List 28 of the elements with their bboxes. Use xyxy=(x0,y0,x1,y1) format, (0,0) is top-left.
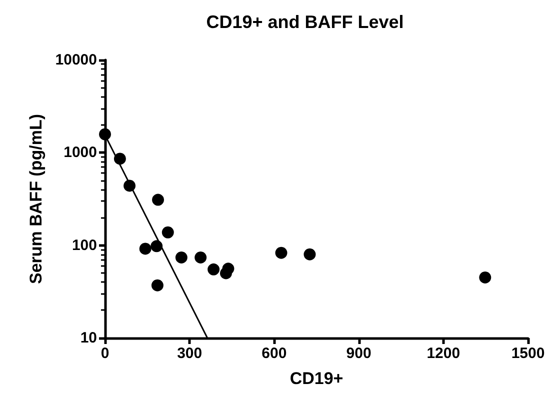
point xyxy=(208,263,220,276)
point xyxy=(479,271,492,284)
point xyxy=(275,246,288,259)
y-tick-label: 100 xyxy=(72,236,97,254)
y-tick-label: 10000 xyxy=(55,52,97,68)
point xyxy=(152,194,164,206)
chart-title: CD19+ and BAFF Level xyxy=(206,12,404,32)
point xyxy=(114,152,126,165)
x-tick-label: 1200 xyxy=(426,345,460,362)
x-tick-label: 600 xyxy=(262,345,287,362)
point xyxy=(151,279,164,292)
point xyxy=(222,262,234,275)
point xyxy=(162,226,174,238)
point xyxy=(139,242,152,255)
y-tick-label: 10 xyxy=(80,330,97,346)
point xyxy=(304,248,316,260)
x-tick-label: 900 xyxy=(346,345,372,362)
point xyxy=(124,180,136,192)
point xyxy=(194,251,207,264)
x-axis-title: CD19+ xyxy=(290,369,344,388)
x-tick-label: 300 xyxy=(177,345,202,362)
y-axis-title: Serum BAFF (pg/mL) xyxy=(26,114,46,284)
x-tick-label: 0 xyxy=(100,345,110,362)
x-tick-label: 1500 xyxy=(511,345,545,362)
point xyxy=(99,128,111,140)
point xyxy=(175,251,188,264)
point xyxy=(150,240,163,252)
y-tick-label: 1000 xyxy=(64,144,97,162)
